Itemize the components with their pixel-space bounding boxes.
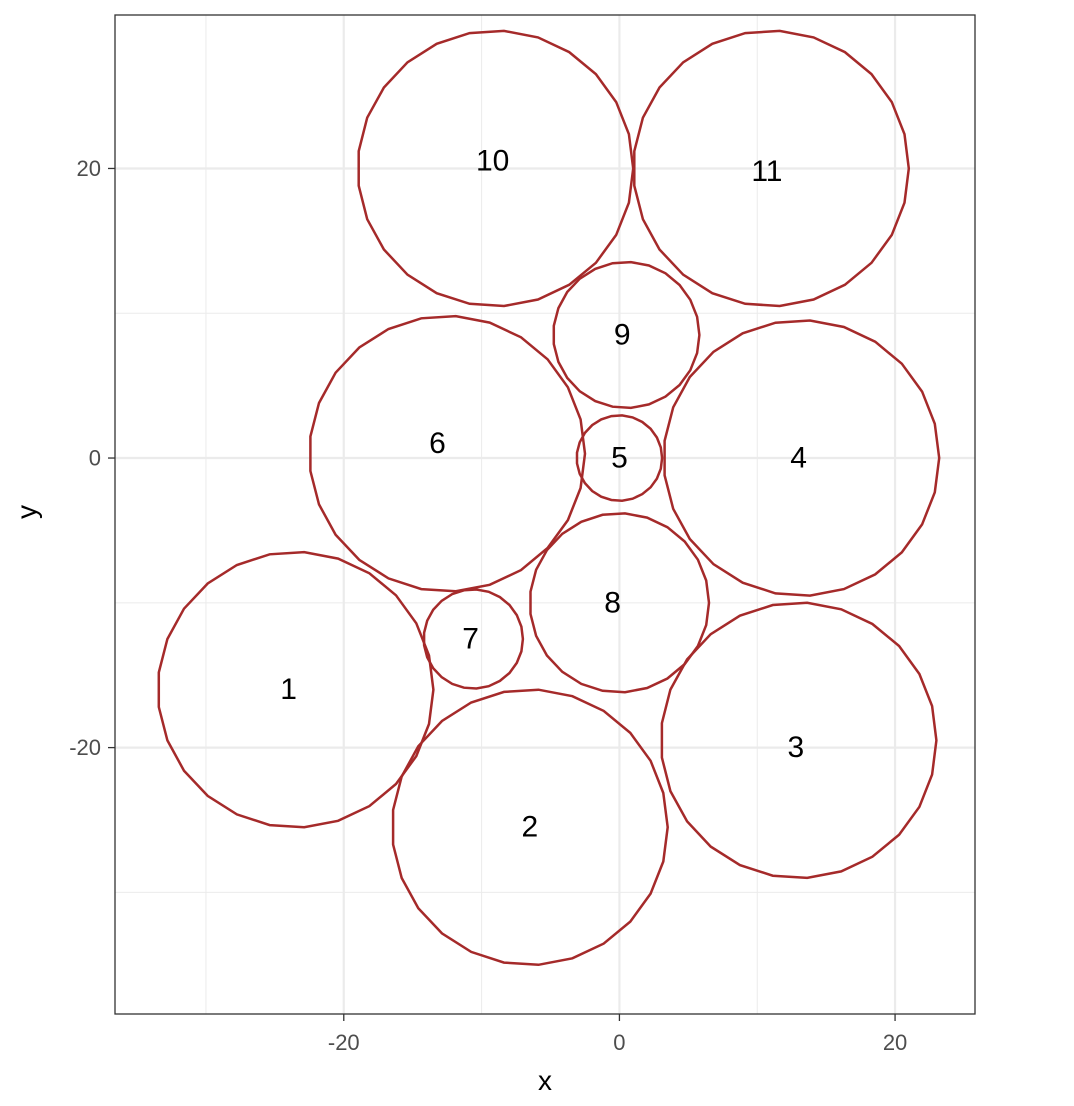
- circle-label-8: 8: [604, 586, 621, 619]
- x-tick-label: 0: [613, 1030, 625, 1055]
- circle-7: [422, 588, 525, 690]
- circle-8: [529, 512, 711, 694]
- y-tick-label: 20: [77, 156, 101, 181]
- circle-3: [660, 601, 938, 880]
- circle-label-6: 6: [429, 427, 446, 460]
- panel-border: [114, 14, 976, 1015]
- circle-label-3: 3: [787, 731, 804, 764]
- circle-label-9: 9: [614, 318, 631, 351]
- circle-6: [309, 314, 587, 593]
- circle-9: [552, 260, 701, 410]
- circle-label-10: 10: [476, 145, 509, 178]
- circle-label-11: 11: [751, 155, 782, 188]
- circle-label-1: 1: [280, 673, 297, 706]
- circle-4: [663, 319, 941, 597]
- circle-1: [157, 550, 435, 829]
- circle-label-2: 2: [521, 811, 538, 844]
- circles-layer: [157, 29, 941, 967]
- axis-ticks: -20 0 20 -20 0 20: [69, 156, 907, 1055]
- circle-labels-layer: 1 2 3 4 5 6 7 8 9 10 11: [280, 145, 807, 844]
- circle-2: [391, 688, 669, 967]
- circle-label-4: 4: [790, 442, 807, 475]
- circle-11: [633, 29, 911, 308]
- circle-label-7: 7: [462, 623, 479, 656]
- x-axis-title: x: [538, 1065, 552, 1096]
- grid-lines: [115, 15, 975, 1014]
- y-axis-title: y: [11, 505, 42, 519]
- y-tick-label: 0: [89, 446, 101, 471]
- circle-5: [575, 414, 664, 502]
- x-tick-label: 20: [883, 1030, 907, 1055]
- y-tick-label: -20: [69, 735, 101, 760]
- x-tick-label: -20: [328, 1030, 360, 1055]
- circle-label-5: 5: [611, 442, 628, 475]
- circle-10: [357, 29, 635, 308]
